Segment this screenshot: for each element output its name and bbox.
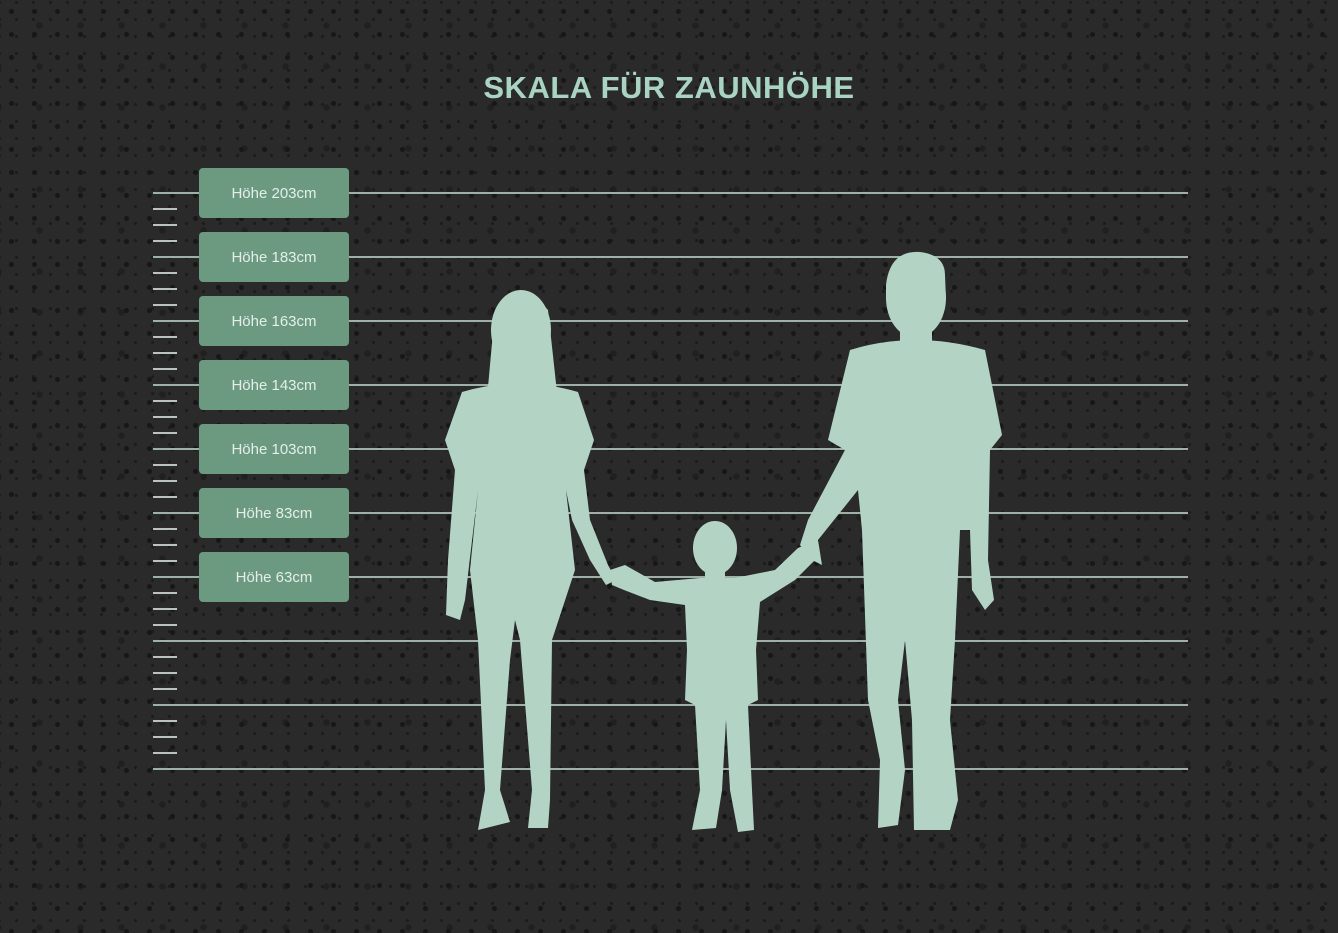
scale-tick	[153, 304, 177, 306]
scale-line	[153, 256, 1188, 258]
scale-line	[153, 384, 1188, 386]
height-label: Höhe 183cm	[199, 232, 349, 282]
scale-tick	[153, 432, 177, 434]
woman-silhouette	[445, 290, 616, 830]
scale-line	[153, 768, 1188, 770]
scale-tick	[153, 672, 177, 674]
scale-line	[153, 192, 1188, 194]
scale-tick	[153, 208, 177, 210]
scale-tick	[153, 416, 177, 418]
child-silhouette	[610, 521, 815, 832]
height-label: Höhe 103cm	[199, 424, 349, 474]
scale-line	[153, 704, 1188, 706]
scale-line	[153, 576, 1188, 578]
scale-line	[153, 448, 1188, 450]
scale-tick	[153, 624, 177, 626]
man-silhouette	[800, 251, 1002, 830]
height-label: Höhe 83cm	[199, 488, 349, 538]
scale-tick	[153, 240, 177, 242]
height-label: Höhe 203cm	[199, 168, 349, 218]
scale-tick	[153, 544, 177, 546]
scale-tick	[153, 720, 177, 722]
scale-tick	[153, 272, 177, 274]
scale-line	[153, 512, 1188, 514]
height-label: Höhe 63cm	[199, 552, 349, 602]
scale-line	[153, 320, 1188, 322]
scale-tick	[153, 368, 177, 370]
height-label: Höhe 163cm	[199, 296, 349, 346]
page-title: SKALA FÜR ZAUNHÖHE	[483, 70, 855, 105]
height-label: Höhe 143cm	[199, 360, 349, 410]
scale-tick	[153, 592, 177, 594]
scale-tick	[153, 336, 177, 338]
scale-tick	[153, 736, 177, 738]
scale-tick	[153, 224, 177, 226]
scale-tick	[153, 608, 177, 610]
scale-tick	[153, 480, 177, 482]
scale-tick	[153, 560, 177, 562]
scale-tick	[153, 464, 177, 466]
scale-tick	[153, 656, 177, 658]
scale-tick	[153, 352, 177, 354]
scale-tick	[153, 400, 177, 402]
scale-tick	[153, 528, 177, 530]
scale-tick	[153, 288, 177, 290]
scale-tick	[153, 688, 177, 690]
scale-tick	[153, 496, 177, 498]
scale-tick	[153, 752, 177, 754]
scale-line	[153, 640, 1188, 642]
